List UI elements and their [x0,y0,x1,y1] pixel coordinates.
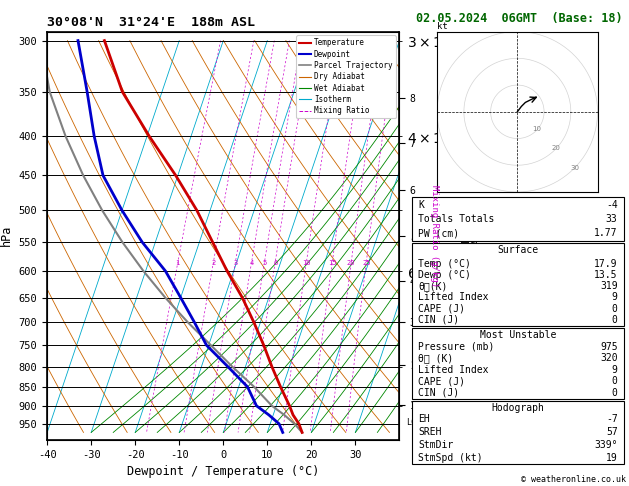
Text: 13.5: 13.5 [594,270,618,280]
Legend: Temperature, Dewpoint, Parcel Trajectory, Dry Adiabat, Wet Adiabat, Isotherm, Mi: Temperature, Dewpoint, Parcel Trajectory… [296,35,396,118]
Text: 25: 25 [362,260,370,265]
Text: 20: 20 [347,260,355,265]
Text: LCL: LCL [406,417,421,427]
Text: Totals Totals: Totals Totals [418,214,495,225]
Text: Lifted Index: Lifted Index [418,293,489,302]
Text: CAPE (J): CAPE (J) [418,376,465,386]
X-axis label: Dewpoint / Temperature (°C): Dewpoint / Temperature (°C) [127,465,320,478]
Text: θᴄ (K): θᴄ (K) [418,353,454,363]
FancyBboxPatch shape [412,401,624,464]
Text: Hodograph: Hodograph [491,403,545,413]
Text: 10: 10 [532,126,541,132]
Text: 9: 9 [612,293,618,302]
Text: 10: 10 [302,260,311,265]
FancyBboxPatch shape [412,328,624,399]
Text: 975: 975 [600,342,618,351]
Text: 6: 6 [273,260,277,265]
Text: 30: 30 [571,165,579,171]
Text: 20: 20 [552,145,560,151]
Text: 0: 0 [612,315,618,325]
Text: Dewp (°C): Dewp (°C) [418,270,471,280]
Text: 30°08'N  31°24'E  188m ASL: 30°08'N 31°24'E 188m ASL [47,16,255,29]
Text: Surface: Surface [498,245,538,256]
Text: θᴄ(K): θᴄ(K) [418,281,448,291]
FancyBboxPatch shape [412,243,624,326]
FancyBboxPatch shape [412,197,624,241]
Text: 0: 0 [612,376,618,386]
Text: K: K [418,200,424,210]
Text: 0: 0 [612,304,618,313]
Text: 19: 19 [606,452,618,463]
Text: SREH: SREH [418,427,442,437]
Text: 9: 9 [612,364,618,375]
Text: 0: 0 [612,388,618,398]
Text: 320: 320 [600,353,618,363]
Text: Most Unstable: Most Unstable [480,330,556,340]
Text: 15: 15 [328,260,337,265]
Text: CIN (J): CIN (J) [418,388,459,398]
Text: 319: 319 [600,281,618,291]
Text: kt: kt [437,22,448,31]
Text: 57: 57 [606,427,618,437]
Text: StmDir: StmDir [418,440,454,450]
Text: CIN (J): CIN (J) [418,315,459,325]
Text: Pressure (mb): Pressure (mb) [418,342,495,351]
Text: 339°: 339° [594,440,618,450]
Text: 33: 33 [606,214,618,225]
Text: 02.05.2024  06GMT  (Base: 18): 02.05.2024 06GMT (Base: 18) [416,12,623,25]
Text: Temp (°C): Temp (°C) [418,259,471,269]
Y-axis label: hPa: hPa [0,225,13,246]
Text: 5: 5 [262,260,267,265]
Y-axis label: km
ASL: km ASL [460,227,482,244]
Text: 1: 1 [175,260,180,265]
Text: 3: 3 [233,260,238,265]
Text: CAPE (J): CAPE (J) [418,304,465,313]
Text: Lifted Index: Lifted Index [418,364,489,375]
Text: 1.77: 1.77 [594,228,618,239]
Text: 4: 4 [249,260,253,265]
Text: © weatheronline.co.uk: © weatheronline.co.uk [521,474,626,484]
Text: Mixing Ratio (g/kg): Mixing Ratio (g/kg) [430,185,438,287]
Text: EH: EH [418,414,430,424]
Text: 17.9: 17.9 [594,259,618,269]
Text: -4: -4 [606,200,618,210]
Text: 2: 2 [211,260,216,265]
Text: -7: -7 [606,414,618,424]
Text: StmSpd (kt): StmSpd (kt) [418,452,483,463]
Text: PW (cm): PW (cm) [418,228,459,239]
